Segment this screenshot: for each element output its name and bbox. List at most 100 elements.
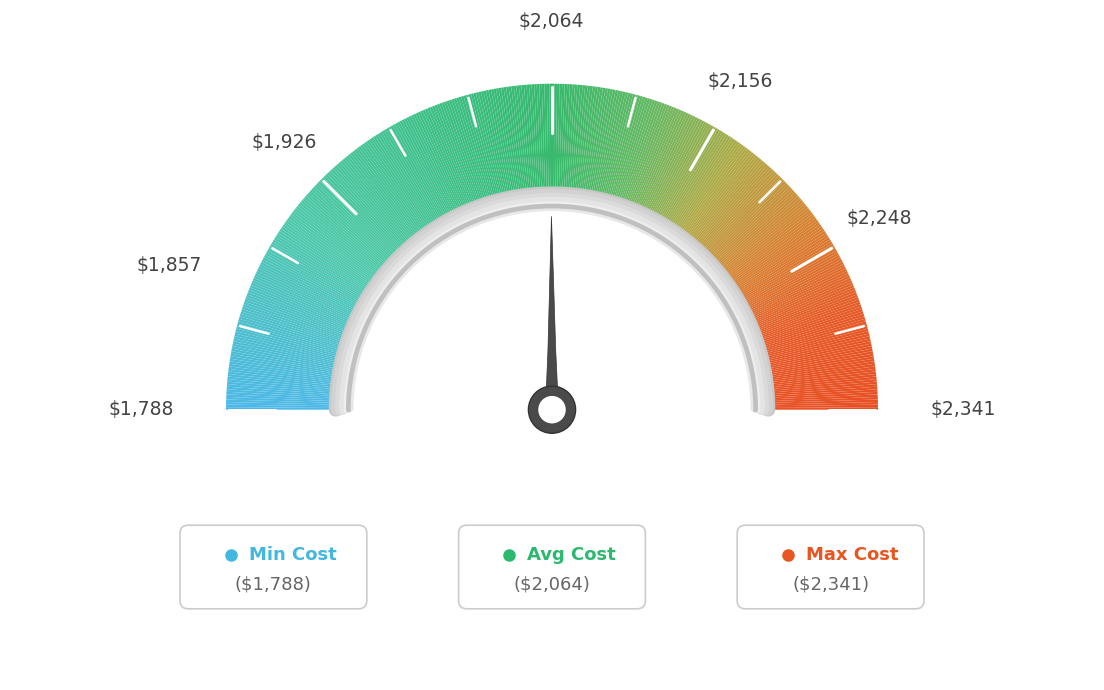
Wedge shape [668,140,741,244]
Wedge shape [263,254,373,315]
Wedge shape [664,136,734,241]
Wedge shape [224,402,349,406]
Wedge shape [516,83,531,208]
Wedge shape [754,376,879,391]
Wedge shape [692,172,781,264]
Wedge shape [320,176,410,266]
Wedge shape [241,306,359,347]
Wedge shape [299,199,396,280]
Text: $1,857: $1,857 [137,255,202,275]
Wedge shape [682,159,765,255]
Wedge shape [226,374,350,389]
Wedge shape [752,353,875,376]
Wedge shape [744,301,862,344]
Wedge shape [747,318,868,355]
Wedge shape [478,90,508,212]
Wedge shape [226,366,351,384]
Wedge shape [755,386,879,397]
Wedge shape [726,241,835,306]
Wedge shape [661,133,730,239]
Wedge shape [429,105,477,221]
Wedge shape [379,130,446,237]
Wedge shape [248,284,364,333]
Wedge shape [743,296,860,341]
Wedge shape [343,155,424,253]
Wedge shape [254,270,368,324]
Wedge shape [650,123,712,233]
Wedge shape [709,201,806,282]
Wedge shape [749,323,869,357]
Wedge shape [574,84,591,208]
Wedge shape [737,275,852,328]
Wedge shape [523,83,537,207]
Wedge shape [229,353,352,376]
Wedge shape [567,83,581,207]
Wedge shape [527,83,538,207]
Wedge shape [226,371,350,387]
Wedge shape [227,358,351,380]
Wedge shape [417,110,470,224]
Wedge shape [754,379,879,392]
Wedge shape [620,101,666,219]
Wedge shape [723,232,829,301]
Wedge shape [724,236,831,304]
Wedge shape [555,82,560,206]
Wedge shape [690,169,776,262]
Wedge shape [637,112,691,226]
Wedge shape [745,308,864,348]
Wedge shape [680,155,761,253]
Wedge shape [403,117,461,228]
Wedge shape [676,149,753,249]
Wedge shape [493,87,517,210]
Wedge shape [374,133,443,239]
Wedge shape [740,284,856,333]
Wedge shape [686,162,768,257]
Wedge shape [339,159,422,255]
Wedge shape [753,364,877,383]
Wedge shape [224,404,349,408]
Wedge shape [460,95,497,215]
Wedge shape [484,89,511,211]
Wedge shape [731,254,841,315]
Wedge shape [488,88,514,210]
Wedge shape [224,397,349,403]
Wedge shape [641,115,699,228]
Wedge shape [438,101,484,219]
Wedge shape [394,121,456,232]
Wedge shape [225,379,350,392]
Wedge shape [245,291,362,338]
Wedge shape [315,181,406,269]
Wedge shape [225,386,349,397]
Wedge shape [434,103,480,220]
Wedge shape [711,205,809,284]
Wedge shape [662,135,732,240]
Wedge shape [302,195,399,277]
Wedge shape [688,166,773,259]
Wedge shape [628,106,678,222]
Wedge shape [592,88,618,210]
Wedge shape [426,106,476,222]
Wedge shape [323,172,412,264]
Wedge shape [285,217,388,292]
Wedge shape [587,87,611,210]
Wedge shape [328,169,414,262]
Wedge shape [322,175,411,265]
Wedge shape [573,83,588,208]
Wedge shape [754,374,878,389]
Wedge shape [596,90,626,212]
Wedge shape [513,84,530,208]
Wedge shape [571,83,585,208]
Wedge shape [546,82,551,206]
Wedge shape [329,167,415,260]
Wedge shape [496,86,519,210]
Wedge shape [405,115,463,228]
Wedge shape [747,321,868,356]
Wedge shape [252,275,367,328]
Wedge shape [751,338,872,367]
Wedge shape [401,118,459,229]
Wedge shape [672,146,749,247]
Wedge shape [351,149,428,249]
Wedge shape [318,178,408,267]
Wedge shape [694,176,784,266]
Wedge shape [381,129,447,237]
